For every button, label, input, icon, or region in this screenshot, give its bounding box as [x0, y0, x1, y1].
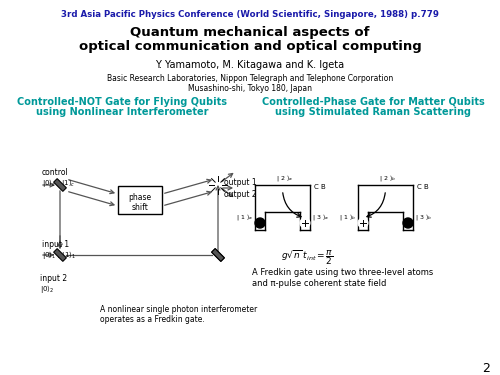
Text: Controlled-Phase Gate for Matter Qubits: Controlled-Phase Gate for Matter Qubits	[262, 97, 484, 107]
Text: Musashino-shi, Tokyo 180, Japan: Musashino-shi, Tokyo 180, Japan	[188, 84, 312, 93]
Circle shape	[403, 218, 413, 228]
Text: A Fredkin gate using two three-level atoms: A Fredkin gate using two three-level ato…	[252, 268, 433, 277]
Text: $|0\rangle_c$ / $|1\rangle_c$: $|0\rangle_c$ / $|1\rangle_c$	[42, 177, 76, 189]
Text: Quantum mechanical aspects of: Quantum mechanical aspects of	[130, 26, 370, 39]
Text: | 2 $\rangle_a$: | 2 $\rangle_a$	[276, 173, 293, 183]
Text: | 2 $\rangle_b$: | 2 $\rangle_b$	[379, 173, 396, 183]
Text: 2: 2	[482, 362, 490, 375]
Text: Basic Research Laboratories, Nippon Telegraph and Telephone Corporation: Basic Research Laboratories, Nippon Tele…	[107, 74, 393, 83]
Text: control: control	[42, 168, 69, 177]
Text: using Nonlinear Interferometer: using Nonlinear Interferometer	[36, 107, 208, 117]
Circle shape	[255, 218, 265, 228]
Text: phase: phase	[128, 194, 152, 202]
Text: 3rd Asia Pacific Physics Conference (World Scientific, Singapore, 1988) p.779: 3rd Asia Pacific Physics Conference (Wor…	[61, 10, 439, 19]
Text: | 1 $\rangle_b$: | 1 $\rangle_b$	[339, 212, 356, 222]
Polygon shape	[54, 178, 66, 191]
Text: $|0\rangle_1$ / $|1\rangle_1$: $|0\rangle_1$ / $|1\rangle_1$	[42, 249, 76, 261]
Text: output 2: output 2	[224, 190, 256, 199]
Text: C B: C B	[314, 184, 326, 190]
Text: optical communication and optical computing: optical communication and optical comput…	[78, 40, 422, 53]
Text: $g\sqrt{n}\; t_{int} = \dfrac{\pi}{2}$: $g\sqrt{n}\; t_{int} = \dfrac{\pi}{2}$	[280, 248, 334, 267]
Text: output 1: output 1	[224, 178, 256, 187]
Text: $|0\rangle_2$: $|0\rangle_2$	[40, 283, 54, 295]
Text: using Stimulated Raman Scattering: using Stimulated Raman Scattering	[275, 107, 471, 117]
Polygon shape	[54, 249, 66, 261]
Text: A nonlinear single photon interferometer: A nonlinear single photon interferometer	[100, 305, 257, 314]
Text: Y. Yamamoto, M. Kitagawa and K. Igeta: Y. Yamamoto, M. Kitagawa and K. Igeta	[156, 60, 344, 70]
Bar	[118, 186, 162, 214]
Text: | 1 $\rangle_a$: | 1 $\rangle_a$	[236, 212, 253, 222]
Text: | 3 $\rangle_a$: | 3 $\rangle_a$	[312, 212, 329, 222]
Text: operates as a Fredkin gate.: operates as a Fredkin gate.	[100, 315, 205, 324]
Circle shape	[358, 218, 368, 228]
Text: C B: C B	[417, 184, 429, 190]
Text: input 2: input 2	[40, 274, 67, 283]
Polygon shape	[212, 249, 224, 261]
Polygon shape	[212, 249, 224, 261]
Text: input 1: input 1	[42, 240, 69, 249]
Text: Controlled-NOT Gate for Flying Qubits: Controlled-NOT Gate for Flying Qubits	[17, 97, 227, 107]
Text: shift: shift	[132, 202, 148, 211]
Text: | 3 $\rangle_b$: | 3 $\rangle_b$	[415, 212, 432, 222]
Text: and π-pulse coherent state field: and π-pulse coherent state field	[252, 279, 386, 288]
Circle shape	[300, 218, 310, 228]
